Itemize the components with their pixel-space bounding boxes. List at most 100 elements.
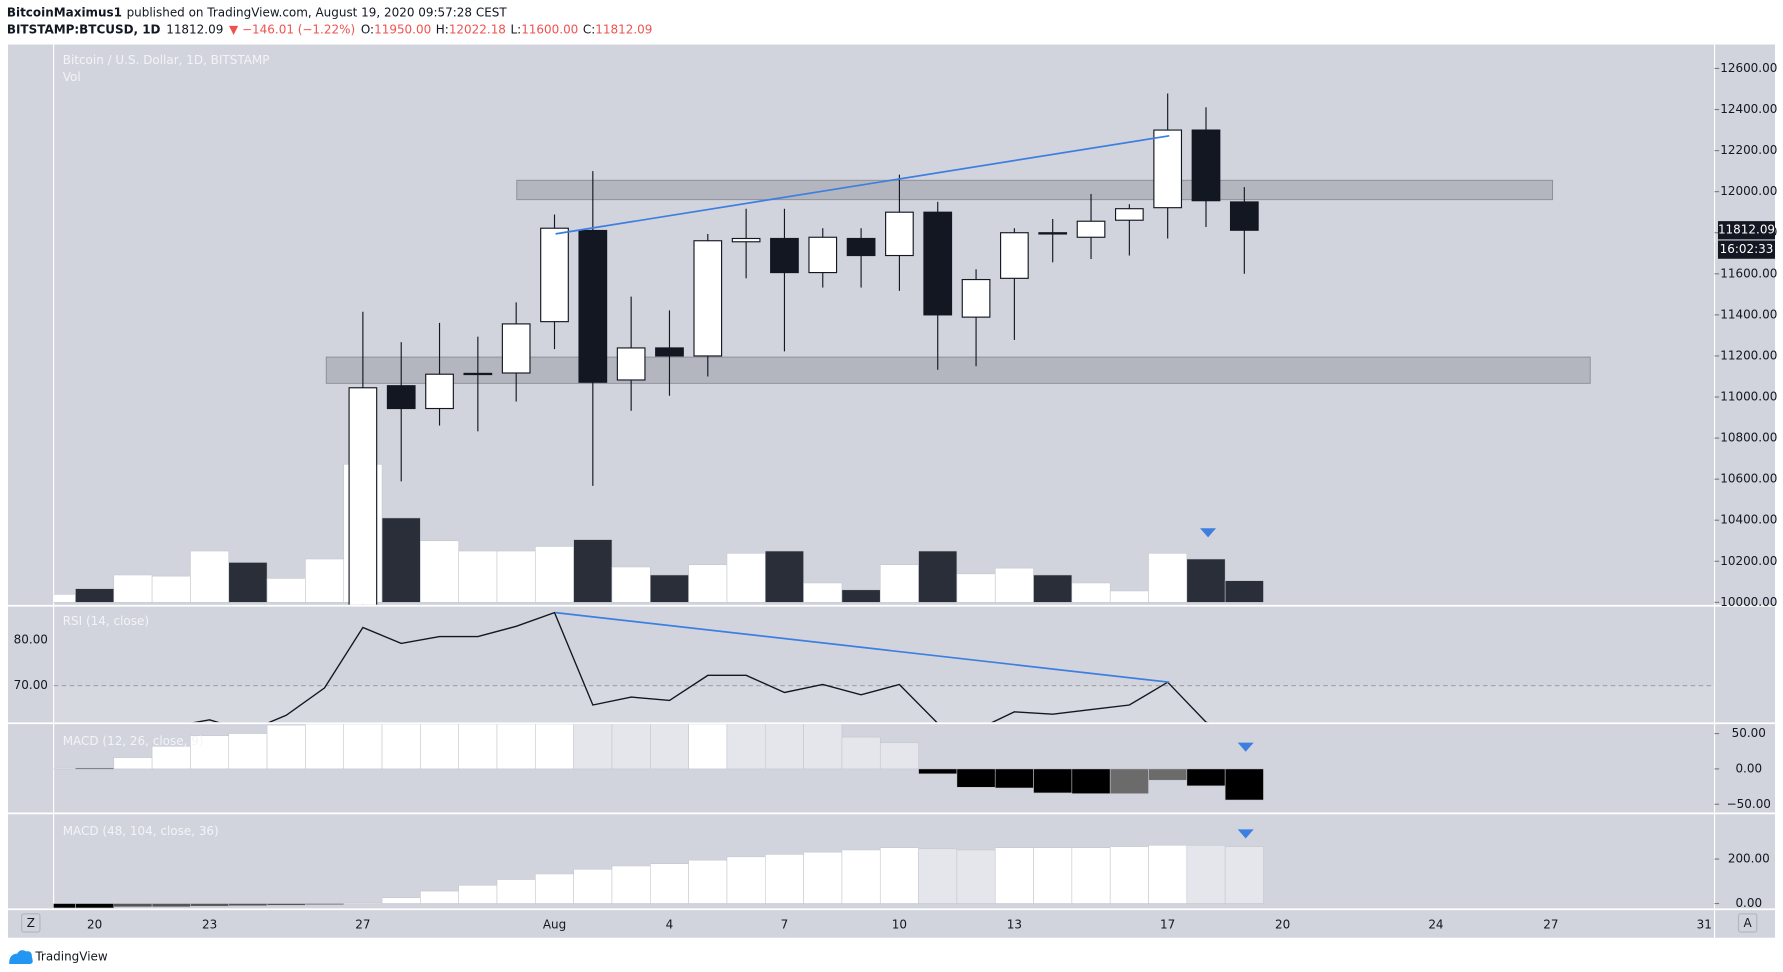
- bar: [764, 724, 804, 770]
- bar: [496, 550, 536, 603]
- bar: [343, 724, 383, 770]
- y-tick-label: 11200.00: [1720, 348, 1777, 362]
- level-band: [53, 685, 1715, 723]
- bar: [228, 562, 268, 603]
- change: ▼ −146.01 (−1.22%): [229, 22, 355, 36]
- bar: [343, 902, 383, 905]
- bar: [573, 868, 613, 904]
- low-label: L:: [510, 22, 521, 36]
- bar: [956, 768, 996, 788]
- price: 11812.09: [166, 22, 223, 36]
- x-tick-label: 23: [202, 918, 217, 932]
- open: 11950.00: [374, 22, 431, 36]
- candle-body: [1038, 232, 1068, 235]
- bar: [266, 903, 306, 906]
- candle-body: [616, 347, 646, 381]
- pane: [53, 611, 1715, 723]
- candle-body: [578, 229, 608, 383]
- candle-body: [808, 236, 838, 274]
- low: 11600.00: [521, 22, 578, 36]
- bar: [1033, 847, 1073, 904]
- bar: [1186, 558, 1226, 603]
- resistance-zone: [516, 179, 1554, 201]
- bar: [75, 903, 115, 909]
- bar: [1109, 768, 1149, 794]
- y-tick-label: 0.00: [1735, 896, 1762, 910]
- candle-body: [923, 211, 953, 316]
- divergence-line: [555, 611, 1170, 684]
- bar: [841, 589, 881, 603]
- candle-body: [655, 347, 684, 357]
- auto-button[interactable]: [1737, 913, 1758, 933]
- bar: [151, 745, 191, 770]
- bar: [1224, 846, 1264, 904]
- bar: [879, 742, 919, 770]
- bar: [1033, 768, 1073, 794]
- y-tick-label: 11400.00: [1720, 307, 1777, 321]
- y-tick-label: 10200.00: [1720, 554, 1777, 568]
- bar: [535, 546, 574, 603]
- bar: [305, 903, 345, 905]
- symbol: BITSTAMP:BTCUSD, 1D: [7, 22, 161, 36]
- pane: [348, 93, 1259, 605]
- bar: [611, 865, 651, 904]
- x-tick-label: 7: [781, 918, 789, 932]
- candle-body: [961, 278, 991, 318]
- bar: [764, 550, 804, 603]
- candle-body: [1114, 208, 1144, 221]
- signal-arrow: [1237, 742, 1254, 752]
- y-tick-label: 10000.00: [1720, 595, 1777, 609]
- bar: [573, 539, 613, 603]
- bar: [879, 564, 919, 603]
- auto-button-label[interactable]: A: [1744, 916, 1753, 930]
- x-tick-label: 17: [1160, 918, 1175, 932]
- candle-body: [1076, 220, 1106, 238]
- bar: [994, 567, 1034, 603]
- bar: [1148, 844, 1188, 904]
- bar: [1186, 768, 1226, 787]
- x-tick-label: 27: [355, 918, 370, 932]
- candle-body: [1191, 129, 1221, 202]
- candle-body: [693, 240, 723, 357]
- candle-body: [1000, 232, 1029, 279]
- bar: [305, 558, 345, 603]
- bar: [190, 550, 230, 603]
- pane-title: Vol: [63, 70, 81, 84]
- bar: [956, 573, 996, 603]
- pane-title: Bitcoin / U.S. Dollar, 1D, BITSTAMP: [63, 53, 270, 67]
- bar: [764, 854, 804, 904]
- bar: [956, 849, 996, 904]
- bar: [228, 733, 268, 770]
- y-tick-label: 10400.00: [1720, 513, 1777, 527]
- plot-layer: [348, 93, 1259, 605]
- signal-arrow: [1200, 528, 1217, 538]
- bar: [458, 550, 498, 603]
- bar: [1224, 768, 1264, 801]
- pane: [53, 844, 1264, 909]
- y-tick-label: 10800.00: [1720, 431, 1777, 445]
- close: 11812.09: [595, 22, 652, 36]
- bar: [650, 574, 689, 603]
- high-label: H:: [436, 22, 449, 36]
- support-zone: [325, 356, 1591, 384]
- bar: [726, 856, 766, 904]
- bar: [381, 897, 421, 904]
- y-tick-label: 10600.00: [1720, 472, 1777, 486]
- candle-body: [463, 372, 493, 376]
- bar: [190, 903, 230, 907]
- bar: [190, 735, 230, 770]
- y-tick-label: 12600.00: [1720, 61, 1777, 75]
- bar: [228, 903, 268, 907]
- bar: [611, 566, 651, 603]
- scale-button[interactable]: [21, 913, 41, 933]
- y-tick-label: 12000.00: [1720, 184, 1777, 198]
- bar: [496, 724, 536, 770]
- y-tick-label: 50.00: [1732, 726, 1766, 740]
- y-tick-label: 11000.00: [1720, 390, 1777, 404]
- x-tick-label: 20: [87, 918, 102, 932]
- bar: [496, 879, 536, 904]
- y-tick-label: 200.00: [1728, 852, 1770, 866]
- scale-button-label[interactable]: Z: [27, 916, 35, 930]
